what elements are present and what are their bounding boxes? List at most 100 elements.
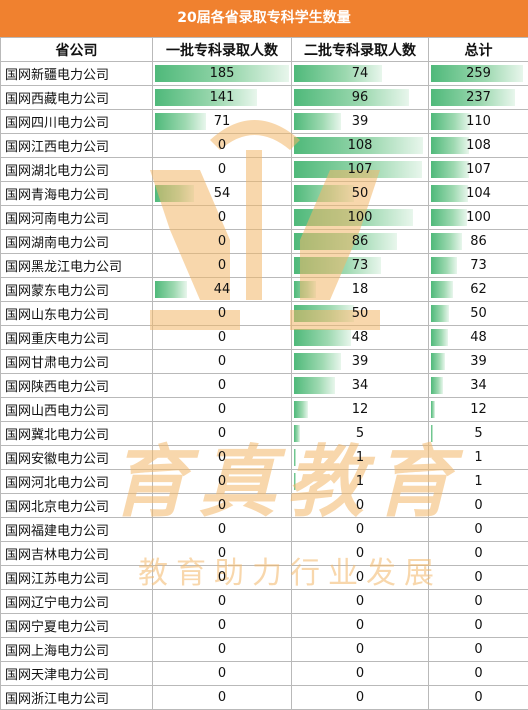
company-name-cell: 国网重庆电力公司 <box>1 326 153 350</box>
total-value: 108 <box>466 138 491 153</box>
company-name-cell: 国网黑龙江电力公司 <box>1 254 153 278</box>
total-cell: 0 <box>429 686 528 710</box>
first-batch-cell: 54 <box>153 182 292 206</box>
company-name-cell: 国网北京电力公司 <box>1 494 153 518</box>
second-batch-cell: 1 <box>292 470 429 494</box>
total-value: 12 <box>470 402 487 417</box>
company-name-cell: 国网天津电力公司 <box>1 662 153 686</box>
total-cell: 100 <box>429 206 528 230</box>
second-batch-value: 1 <box>356 450 364 465</box>
total-cell: 0 <box>429 542 528 566</box>
total-data-bar <box>431 185 468 202</box>
first-batch-value: 0 <box>218 162 226 177</box>
second-batch-cell: 48 <box>292 326 429 350</box>
first-batch-cell: 0 <box>153 374 292 398</box>
company-name-cell: 国网湖南电力公司 <box>1 230 153 254</box>
second-batch-cell: 100 <box>292 206 429 230</box>
company-name-cell: 国网陕西电力公司 <box>1 374 153 398</box>
total-cell: 104 <box>429 182 528 206</box>
total-value: 86 <box>470 234 487 249</box>
first-batch-value: 44 <box>214 282 231 297</box>
total-value: 0 <box>474 690 482 705</box>
total-cell: 107 <box>429 158 528 182</box>
first-batch-value: 0 <box>218 354 226 369</box>
first-batch-cell: 0 <box>153 422 292 446</box>
second-batch-cell: 0 <box>292 518 429 542</box>
total-value: 0 <box>474 642 482 657</box>
company-name-cell: 国网辽宁电力公司 <box>1 590 153 614</box>
first-batch-cell: 0 <box>153 134 292 158</box>
total-value: 0 <box>474 498 482 513</box>
total-cell: 48 <box>429 326 528 350</box>
total-data-bar <box>431 209 467 226</box>
total-cell: 50 <box>429 302 528 326</box>
total-data-bar <box>431 161 469 178</box>
company-name-cell: 国网新疆电力公司 <box>1 62 153 86</box>
second-batch-data-bar <box>294 449 296 466</box>
second-batch-value: 5 <box>356 426 364 441</box>
second-batch-value: 0 <box>356 618 364 633</box>
total-data-bar <box>431 353 445 370</box>
total-cell: 0 <box>429 566 528 590</box>
second-batch-value: 0 <box>356 642 364 657</box>
first-batch-cell: 0 <box>153 326 292 350</box>
first-batch-value: 0 <box>218 306 226 321</box>
first-batch-cell: 0 <box>153 446 292 470</box>
total-cell: 0 <box>429 662 528 686</box>
company-name-cell: 国网江苏电力公司 <box>1 566 153 590</box>
second-batch-value: 12 <box>352 402 369 417</box>
total-value: 1 <box>474 474 482 489</box>
total-data-bar <box>431 281 453 298</box>
second-batch-data-bar <box>294 401 308 418</box>
total-cell: 62 <box>429 278 528 302</box>
total-value: 0 <box>474 570 482 585</box>
second-batch-value: 0 <box>356 546 364 561</box>
company-name-cell: 国网河南电力公司 <box>1 206 153 230</box>
column-header-total: 总计 <box>429 38 528 62</box>
first-batch-cell: 0 <box>153 302 292 326</box>
second-batch-cell: 96 <box>292 86 429 110</box>
total-cell: 0 <box>429 494 528 518</box>
total-value: 100 <box>466 210 491 225</box>
company-name-cell: 国网安徽电力公司 <box>1 446 153 470</box>
total-cell: 1 <box>429 470 528 494</box>
total-value: 110 <box>466 114 491 129</box>
column-header-company: 省公司 <box>1 38 153 62</box>
total-value: 48 <box>470 330 487 345</box>
second-batch-data-bar <box>294 473 296 490</box>
first-batch-value: 0 <box>218 210 226 225</box>
total-value: 5 <box>474 426 482 441</box>
company-name-cell: 国网青海电力公司 <box>1 182 153 206</box>
total-value: 73 <box>470 258 487 273</box>
total-value: 0 <box>474 546 482 561</box>
first-batch-value: 141 <box>210 90 235 105</box>
first-batch-cell: 0 <box>153 638 292 662</box>
first-batch-value: 71 <box>214 114 231 129</box>
first-batch-cell: 44 <box>153 278 292 302</box>
first-batch-value: 0 <box>218 666 226 681</box>
first-batch-value: 0 <box>218 546 226 561</box>
total-data-bar <box>431 113 470 130</box>
second-batch-cell: 73 <box>292 254 429 278</box>
total-cell: 39 <box>429 350 528 374</box>
company-name-cell: 国网蒙东电力公司 <box>1 278 153 302</box>
total-data-bar <box>431 233 462 250</box>
total-value: 39 <box>470 354 487 369</box>
total-data-bar <box>431 401 435 418</box>
second-batch-value: 96 <box>352 90 369 105</box>
total-cell: 0 <box>429 590 528 614</box>
first-batch-cell: 141 <box>153 86 292 110</box>
second-batch-value: 86 <box>352 234 369 249</box>
